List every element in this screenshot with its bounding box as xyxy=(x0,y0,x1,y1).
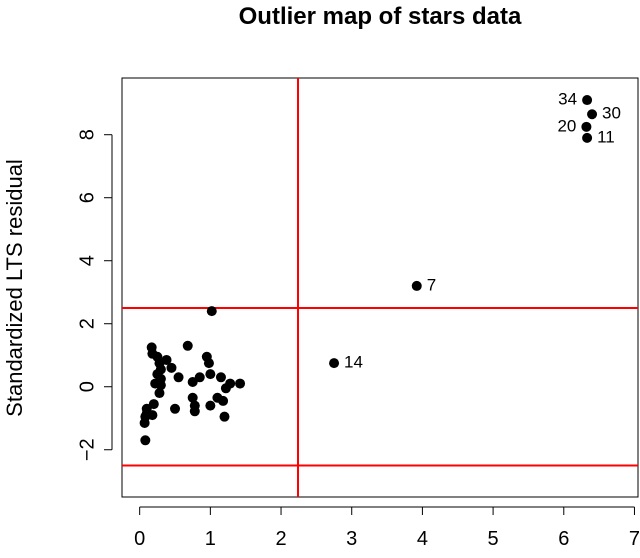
data-point xyxy=(219,411,230,422)
chart-title: Outlier map of stars data xyxy=(239,3,522,30)
data-point xyxy=(582,132,593,143)
y-tick-label: 6 xyxy=(76,192,98,203)
cutoff-lines xyxy=(122,78,638,497)
x-tick-label: 4 xyxy=(417,528,428,550)
x-tick-label: 5 xyxy=(488,528,499,550)
y-tick-label: 8 xyxy=(76,129,98,140)
data-point xyxy=(155,380,166,391)
x-axis: 0 1 2 3 4 5 6 7 xyxy=(134,506,640,550)
data-point xyxy=(203,358,214,369)
point-labels-layer: 14 7 34 30 20 11 xyxy=(344,90,621,372)
point-label: 30 xyxy=(602,104,621,123)
data-point xyxy=(161,354,172,365)
data-point xyxy=(587,109,598,120)
data-point xyxy=(166,362,177,373)
data-point xyxy=(205,369,216,380)
data-point xyxy=(218,395,229,406)
y-tick-label: −2 xyxy=(76,438,98,461)
data-point xyxy=(189,406,200,417)
x-tick-label: 1 xyxy=(205,528,216,550)
data-point xyxy=(235,378,246,389)
point-label: 7 xyxy=(427,275,436,294)
data-point xyxy=(187,377,198,388)
y-axis: −2 0 2 4 6 8 xyxy=(76,129,113,461)
data-point xyxy=(147,410,158,421)
point-label: 11 xyxy=(597,127,615,146)
points-layer xyxy=(139,95,598,446)
data-point xyxy=(215,372,226,383)
data-point xyxy=(152,369,163,380)
data-point xyxy=(187,392,198,403)
y-tick-label: 0 xyxy=(76,381,98,392)
point-label: 14 xyxy=(344,353,363,372)
data-point xyxy=(194,372,205,383)
data-point xyxy=(329,358,340,369)
plot-frame xyxy=(121,77,639,498)
y-tick-label: 2 xyxy=(76,318,98,329)
x-tick-label: 7 xyxy=(629,528,640,550)
y-tick-label: 4 xyxy=(76,255,98,266)
data-point xyxy=(225,378,236,389)
x-tick-label: 3 xyxy=(346,528,357,550)
x-tick-label: 2 xyxy=(275,528,286,550)
x-tick-label: 6 xyxy=(558,528,569,550)
data-point xyxy=(148,399,159,410)
data-point xyxy=(154,388,165,399)
data-point xyxy=(206,306,217,317)
data-point xyxy=(170,403,181,414)
data-point xyxy=(581,121,592,132)
data-point xyxy=(411,280,422,291)
data-point xyxy=(140,435,151,446)
point-label: 34 xyxy=(558,90,577,109)
data-point xyxy=(582,95,593,106)
y-axis-label: Standardized LTS residual xyxy=(2,159,27,417)
x-tick-label: 0 xyxy=(134,528,145,550)
point-label: 20 xyxy=(557,116,576,135)
data-point xyxy=(173,372,184,383)
data-point xyxy=(182,340,193,351)
data-point xyxy=(205,400,216,411)
